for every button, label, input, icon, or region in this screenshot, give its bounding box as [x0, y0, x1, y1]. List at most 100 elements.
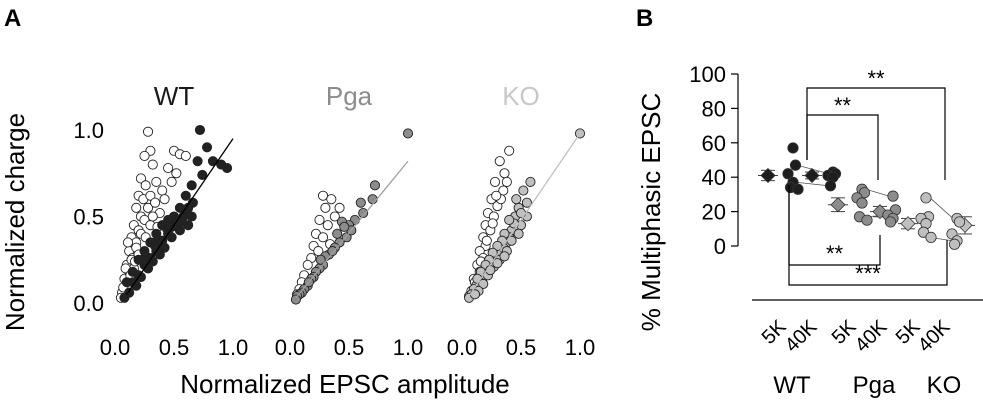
open-point	[163, 163, 174, 174]
sig-bracket-wt-pga-40k	[806, 114, 879, 180]
open-point	[501, 176, 512, 187]
data-point	[824, 180, 837, 192]
open-point	[504, 145, 515, 156]
filled-point	[511, 194, 522, 205]
data-point	[884, 216, 897, 228]
subplot-title-wt: WT	[154, 81, 195, 111]
x-tick-label: 0.0	[100, 335, 131, 360]
data-point	[787, 142, 799, 154]
filled-point	[119, 292, 130, 303]
filled-point	[492, 240, 503, 251]
subplot-ko: KO 0.0 0.5 1.0	[447, 81, 596, 360]
data-point	[789, 159, 802, 171]
a-subplots: WT 0.0 0.5 1.0 0.0 0.5 1.0 Pga 0.0 0.5 1.0 KO 0.0 0.5…	[73, 81, 595, 360]
x-tick-label: 0.5	[334, 335, 365, 360]
open-point	[487, 218, 498, 229]
open-point	[320, 202, 331, 213]
mean-diamond	[760, 167, 776, 184]
sig-bracket-wt-ko-5k-label: ***	[855, 261, 881, 286]
pair-line	[796, 181, 830, 187]
filled-point	[355, 197, 366, 208]
condition-label: 40K	[914, 316, 955, 357]
x-tick-label: 0.5	[506, 335, 537, 360]
sig-bracket-wt-ko-40k	[806, 87, 946, 180]
pair-line	[865, 188, 890, 197]
subplot-title-ko: KO	[502, 81, 540, 111]
filled-point	[290, 294, 301, 305]
data-point	[920, 192, 932, 204]
filled-point	[194, 124, 206, 136]
open-point	[180, 150, 191, 161]
filled-point	[339, 221, 350, 232]
a-y-axis-label: Normalized charge	[0, 113, 30, 331]
open-point	[142, 126, 154, 137]
open-point	[491, 190, 502, 201]
filled-point	[504, 214, 515, 226]
filled-point	[358, 207, 369, 219]
filled-point	[180, 190, 191, 201]
b-y-tick-label: 100	[689, 62, 726, 87]
sig-bracket-wt-ko-5k	[788, 185, 948, 286]
y-tick-label: 0.5	[73, 205, 104, 230]
filled-point	[327, 246, 338, 257]
subplot-wt: WT 0.0 0.5 1.0 0.0 0.5 1.0	[73, 81, 248, 360]
filled-point	[332, 228, 343, 239]
y-tick-label: 0.0	[73, 291, 104, 316]
open-point	[122, 237, 134, 248]
fit-line	[295, 160, 409, 299]
group-label: Pga	[853, 372, 896, 399]
filled-point	[492, 258, 503, 269]
open-point	[171, 168, 182, 179]
filled-point	[315, 254, 326, 265]
x-tick-label: 0.0	[447, 335, 478, 360]
b-y-axis-label: % Multiphasic EPSC	[636, 93, 666, 331]
subplot-title-pga: Pga	[326, 81, 373, 111]
open-point	[317, 232, 329, 243]
x-tick-label: 0.0	[275, 335, 306, 360]
y-tick-label: 1.0	[73, 118, 104, 143]
open-point	[147, 211, 158, 222]
mean-diamond	[804, 167, 820, 184]
filled-point	[367, 194, 378, 205]
data-point	[887, 190, 899, 202]
sig-bracket-wt-pga-40k-label: **	[834, 93, 852, 118]
x-tick-label: 1.0	[218, 335, 249, 360]
open-point	[489, 176, 501, 187]
open-point	[326, 194, 337, 205]
open-point	[329, 211, 340, 222]
data-point	[856, 197, 868, 209]
data-point	[953, 216, 966, 228]
filled-point	[402, 128, 414, 139]
a-x-axis-label: Normalized EPSC amplitude	[180, 369, 509, 399]
filled-point	[525, 176, 536, 187]
filled-point	[574, 128, 586, 139]
panel-b-label: B	[636, 5, 653, 32]
sig-bracket-wt-ko-40k-label: **	[867, 66, 885, 91]
b-y-tick-label: 80	[702, 96, 726, 121]
group-label: WT	[773, 372, 811, 399]
open-point	[140, 180, 151, 191]
filled-point	[521, 197, 532, 208]
open-point	[142, 202, 154, 213]
open-point	[150, 197, 161, 208]
fit-line	[467, 133, 581, 299]
subplot-pga: Pga 0.0 0.5 1.0	[275, 81, 424, 360]
b-y-tick-label: 40	[702, 165, 726, 190]
filled-point	[192, 156, 203, 167]
filled-point	[369, 180, 381, 191]
data-point	[782, 168, 794, 180]
open-point	[302, 259, 313, 270]
data-point	[861, 214, 873, 226]
open-point	[481, 235, 492, 246]
filled-point	[518, 185, 529, 196]
open-point	[499, 168, 510, 179]
open-point	[135, 173, 147, 184]
filled-point	[186, 180, 197, 191]
x-tick-label: 0.5	[159, 335, 190, 360]
mean-diamond	[900, 216, 916, 232]
panel-a-scatter-plots: Normalized charge Normalized EPSC amplit…	[0, 81, 595, 399]
open-point	[157, 185, 168, 196]
x-tick-label: 1.0	[565, 335, 596, 360]
